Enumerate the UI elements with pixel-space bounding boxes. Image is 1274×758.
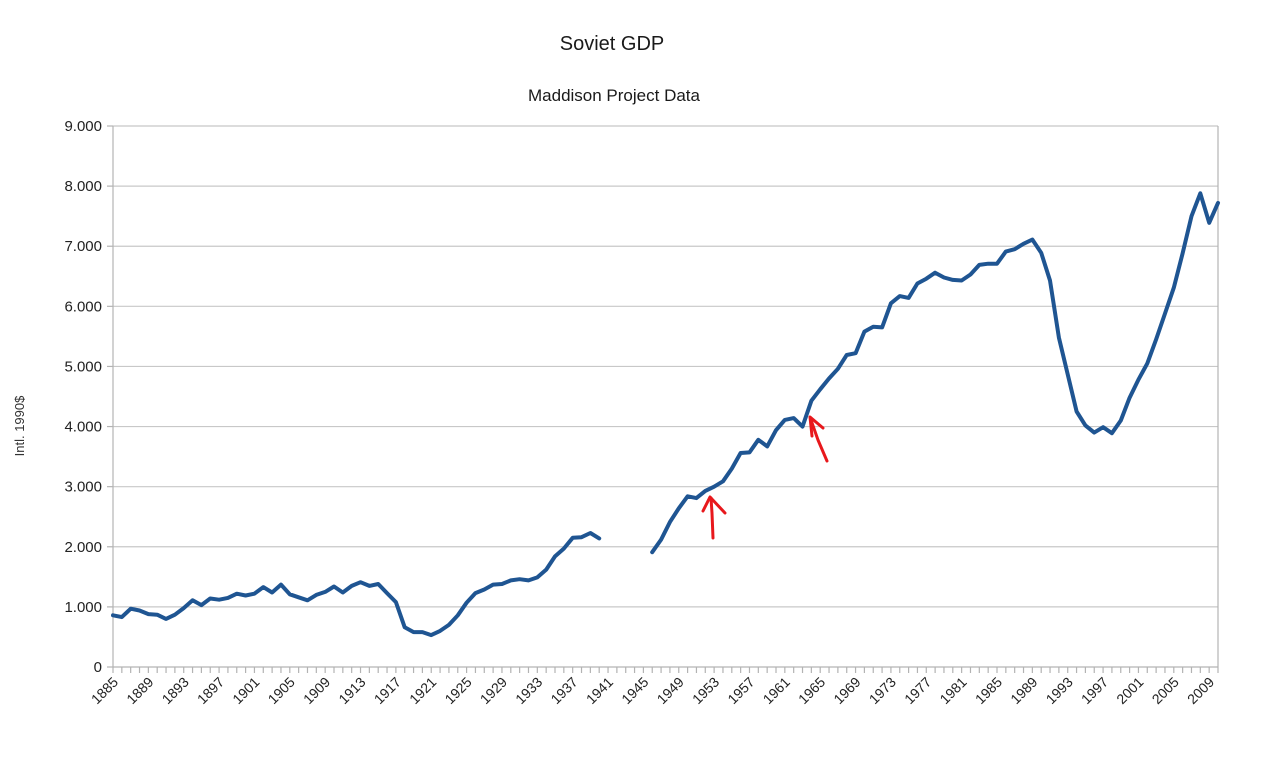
- x-tick-label: 1889: [123, 674, 156, 707]
- x-tick-label: 1941: [583, 674, 616, 707]
- x-tick-label: 1989: [1007, 674, 1040, 707]
- arrow-head: [808, 415, 825, 438]
- x-tick-label: 1917: [371, 674, 404, 707]
- x-tick-label: 1929: [477, 674, 510, 707]
- x-tick-label: 2001: [1113, 674, 1146, 707]
- annotations: [701, 415, 829, 540]
- y-tick-label: 7.000: [64, 238, 102, 255]
- x-tick-label: 1973: [866, 674, 899, 707]
- x-tick-label: 1957: [724, 674, 757, 707]
- x-tick-label: 1949: [654, 674, 687, 707]
- x-tick-label: 1937: [547, 674, 580, 707]
- y-tick-label: 1.000: [64, 599, 102, 616]
- x-tick-label: 1945: [618, 674, 651, 707]
- x-tick-label: 1925: [441, 674, 474, 707]
- x-tick-label: 1981: [936, 674, 969, 707]
- y-tick-label: 3.000: [64, 479, 102, 496]
- y-tick-label: 2.000: [64, 539, 102, 556]
- y-tick-label: 0: [94, 659, 102, 676]
- axes: [107, 125, 1219, 673]
- x-tick-label: 1897: [194, 674, 227, 707]
- x-tick-label: 1977: [901, 674, 934, 707]
- x-tick-label: 1961: [760, 674, 793, 707]
- y-tick-label: 9.000: [64, 118, 102, 135]
- y-tick-label: 5.000: [64, 358, 102, 375]
- x-tick-label: 1997: [1078, 674, 1111, 707]
- x-tick-label: 1969: [830, 674, 863, 707]
- x-tick-label: 1913: [335, 674, 368, 707]
- series-line: [111, 191, 1220, 638]
- x-tick-label: 2009: [1184, 674, 1217, 707]
- x-tick-label: 2005: [1149, 674, 1182, 707]
- red-arrow-annotation: [808, 415, 829, 463]
- x-tick-label: 1905: [265, 674, 298, 707]
- chart-subtitle: Maddison Project Data: [528, 86, 701, 105]
- gridlines: [113, 125, 1218, 608]
- series-layer: [111, 191, 1220, 638]
- x-tick-label: 1909: [300, 674, 333, 707]
- arrow-head: [701, 495, 727, 515]
- y-axis-label: Intl. 1990$: [12, 395, 27, 456]
- y-tick-label: 8.000: [64, 178, 102, 195]
- red-arrow-annotation: [701, 495, 727, 540]
- x-tick-label: 1893: [158, 674, 191, 707]
- arrow-shaft: [809, 418, 829, 463]
- x-tick-label: 1965: [795, 674, 828, 707]
- chart-title: Soviet GDP: [560, 33, 664, 55]
- x-tick-label: 1985: [972, 674, 1005, 707]
- y-tick-label: 6.000: [64, 298, 102, 315]
- y-tick-label: 4.000: [64, 419, 102, 436]
- x-tick-label: 1901: [229, 674, 262, 707]
- x-tick-label: 1921: [406, 674, 439, 707]
- x-tick-label: 1933: [512, 674, 545, 707]
- x-tick-label: 1953: [689, 674, 722, 707]
- x-tick-labels: 1885 1889 1893 1897 1901 1905 1909 1913 1917 1921…: [88, 674, 1218, 707]
- y-tick-labels: 0 1.000 2.000 3.000 4.000 5.000 6.000 7.000 8.00…: [64, 118, 102, 676]
- x-tick-label: 1993: [1042, 674, 1075, 707]
- arrow-shaft: [709, 496, 715, 540]
- x-tick-label: 1885: [88, 674, 121, 707]
